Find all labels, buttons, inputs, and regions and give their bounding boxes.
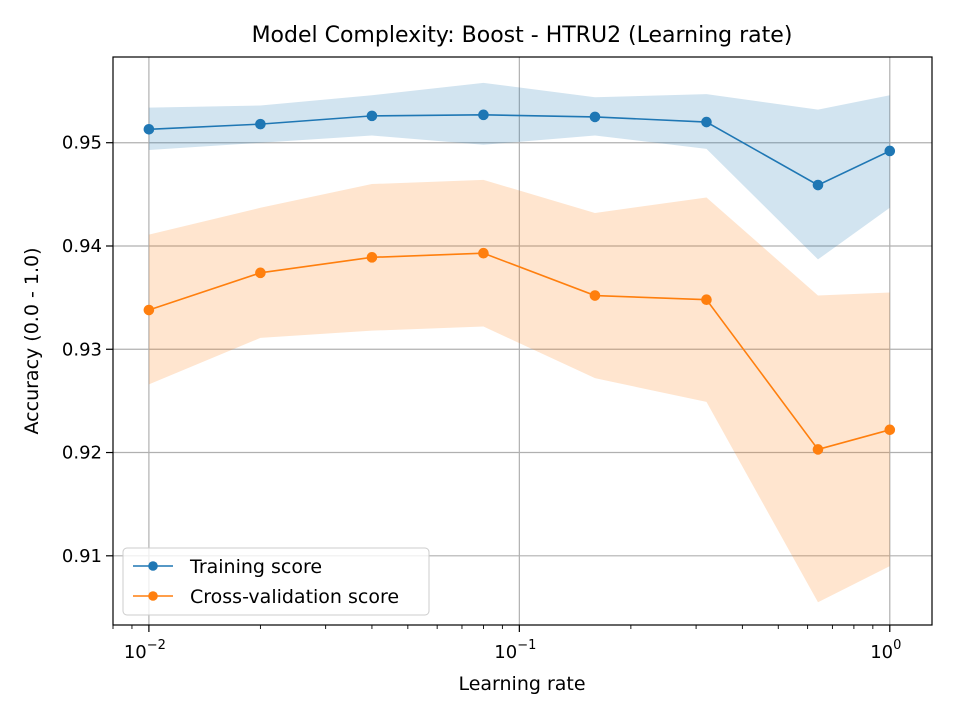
series-lines [148,114,891,451]
series-1-point [884,424,896,436]
series-1-point [589,290,601,301]
y-tick-label: 0.93 [62,339,102,360]
series-1-point [478,247,489,259]
series-0-point [589,111,601,123]
series-1-point [366,252,378,263]
x-tick-label-base: 10 [124,642,147,663]
legend-box [122,547,430,616]
series-0-point [478,109,489,121]
x-tick-label: 100 [870,638,901,663]
series-0-point [884,145,896,157]
legend-label-0: Training score [189,556,322,578]
series-points [143,109,896,455]
chart-title: Model Complexity: Boost - HTRU2 (Learnin… [252,23,793,48]
x-tick-label-base: 10 [870,642,893,663]
series-1-band [148,179,890,603]
x-tick-label-exponent: 0 [893,638,901,653]
legend-marker-1 [148,591,158,601]
y-tick-label: 0.92 [62,443,102,464]
x-tick-label-exponent: −1 [517,638,536,653]
series-0-line [148,114,891,186]
legend-marker-0 [148,561,158,571]
y-tick-label: 0.95 [62,133,102,154]
legend: Training score Cross-validation score [122,547,430,616]
series-1-line [148,252,891,451]
plot-frame [112,56,933,626]
x-tick-label: 10−2 [124,638,166,663]
series-1-point [255,267,266,279]
series-1-point [143,304,155,316]
series-0-point [701,116,712,128]
x-axis-ticks: 10−2 10−1 100 [112,625,901,663]
legend-label-1: Cross-validation score [190,586,399,608]
series-0-point [255,118,266,130]
y-axis-label: Accuracy (0.0 - 1.0) [21,248,43,435]
series-0-point [143,123,155,135]
series-0-point [366,110,378,122]
x-tick-label-base: 10 [494,642,517,663]
series-1-point [701,294,712,305]
series-1-point [812,444,824,455]
y-axis-ticks: 0.91 0.92 0.93 0.94 0.95 [62,133,113,567]
y-tick-label: 0.94 [62,236,102,257]
x-tick-label-exponent: −2 [147,638,166,653]
series-0-point [812,179,824,191]
y-tick-label: 0.91 [62,546,102,567]
x-axis-label: Learning rate [458,673,585,695]
x-tick-label: 10−1 [494,638,536,663]
